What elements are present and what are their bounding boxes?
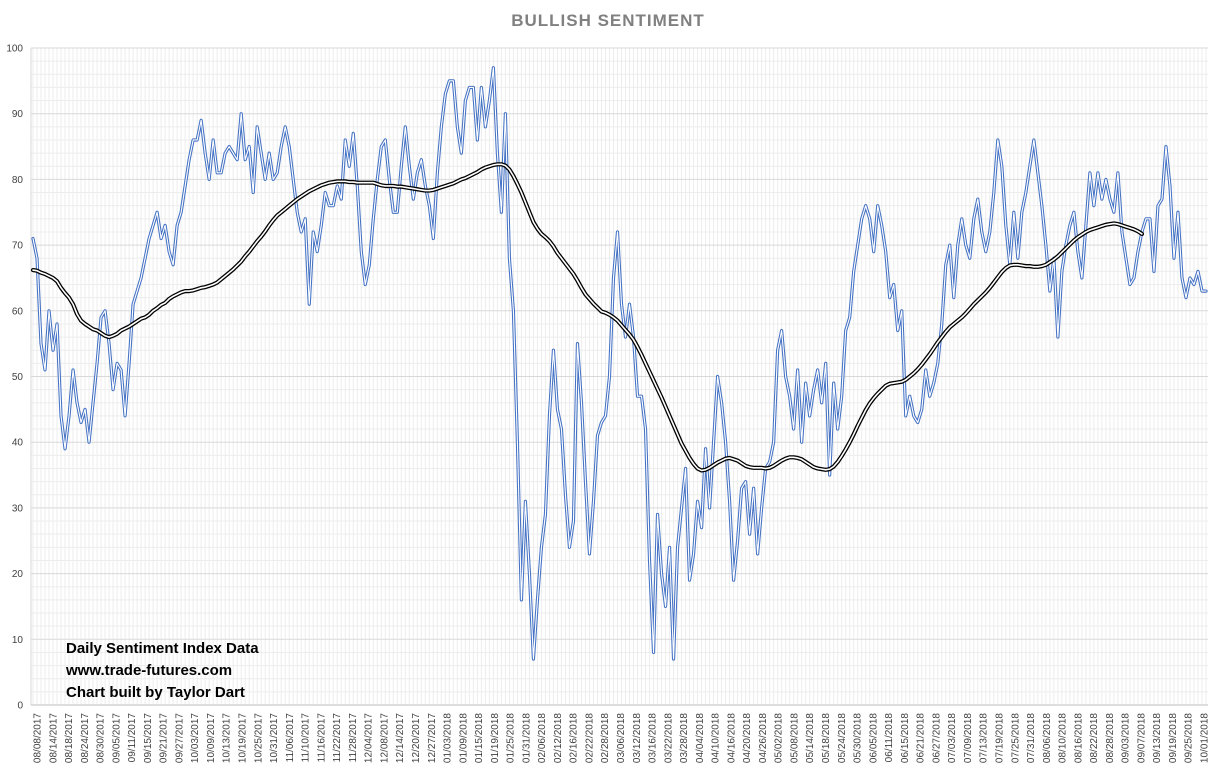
x-tick-label: 02/06/2018 [537,713,548,763]
x-tick-label: 03/12/2018 [632,713,643,763]
x-tick-label: 12/27/2017 [427,713,438,763]
x-tick-label: 07/09/2018 [963,713,974,763]
x-tick-label: 05/02/2018 [774,713,785,763]
x-tick-label: 06/15/2018 [900,713,911,763]
chart-annotations: Daily Sentiment Index Data www.trade-futu… [65,640,259,701]
x-tick-label: 01/19/2018 [490,713,501,763]
x-tick-label: 11/06/2017 [285,713,296,763]
annotation-line: Chart built by Taylor Dart [66,684,245,701]
x-tick-label: 04/16/2018 [726,713,737,763]
x-tick-label: 08/16/2018 [1073,713,1084,763]
x-tick-label: 07/25/2018 [1010,713,1021,763]
x-tick-label: 09/27/2017 [174,713,185,763]
x-tick-label: 04/10/2018 [711,713,722,763]
x-tick-label: 01/15/2018 [474,713,485,763]
x-tick-label: 06/27/2018 [931,713,942,763]
y-tick-label: 10 [12,635,24,646]
y-tick-label: 50 [12,372,24,383]
x-tick-label: 10/19/2017 [238,713,249,763]
x-tick-label: 04/20/2018 [742,713,753,763]
x-tick-label: 04/04/2018 [695,713,706,763]
series-line-1-core [32,67,1207,660]
x-tick-label: 01/09/2018 [458,713,469,763]
x-tick-label: 08/06/2018 [1042,713,1053,763]
y-tick-label: 40 [12,438,24,449]
series-lines [30,66,1208,661]
x-tick-label: 09/11/2017 [127,713,138,763]
x-tick-label: 07/13/2018 [979,713,990,763]
x-tick-label: 08/28/2018 [1105,713,1116,763]
x-tick-label: 09/13/2018 [1152,713,1163,763]
x-tick-label: 10/09/2017 [206,713,217,763]
x-tick-label: 10/25/2017 [253,713,264,763]
x-tick-label: 06/11/2018 [884,713,895,763]
y-tick-label: 60 [12,306,24,317]
x-tick-label: 09/07/2018 [1136,713,1147,763]
y-tick-label: 30 [12,503,24,514]
x-tick-label: 02/22/2018 [585,713,596,763]
x-tick-label: 08/22/2018 [1089,713,1100,763]
x-tick-label: 09/25/2018 [1184,713,1195,763]
x-tick-label: 10/01/2018 [1200,713,1211,763]
x-tick-label: 09/03/2018 [1121,713,1132,763]
x-tick-label: 02/28/2018 [600,713,611,763]
x-tick-label: 08/08/2017 [33,713,44,763]
y-axis-tick-labels: 0 10 20 30 40 50 60 70 80 90 100 [6,44,23,712]
y-tick-label: 70 [12,241,24,252]
y-tick-label: 20 [12,569,24,580]
x-tick-label: 12/08/2017 [379,713,390,763]
x-tick-label: 05/24/2018 [837,713,848,763]
x-tick-label: 05/08/2018 [790,713,801,763]
x-tick-label: 11/10/2017 [301,713,312,763]
x-tick-label: 12/14/2017 [395,713,406,763]
annotation-line: www.trade-futures.com [65,662,232,679]
x-tick-label: 08/14/2017 [48,713,59,763]
y-tick-label: 80 [12,175,24,186]
x-tick-label: 11/22/2017 [332,713,343,763]
x-tick-label: 08/30/2017 [96,713,107,763]
x-tick-label: 03/16/2018 [648,713,659,763]
x-tick-label: 06/21/2018 [916,713,927,763]
x-tick-label: 07/31/2018 [1026,713,1037,763]
x-tick-label: 09/05/2017 [111,713,122,763]
x-tick-label: 03/28/2018 [679,713,690,763]
x-tick-label: 07/03/2018 [947,713,958,763]
x-tick-label: 04/26/2018 [758,713,769,763]
chart-title: BULLISH SENTIMENT [511,11,705,30]
x-tick-label: 08/18/2017 [64,713,75,763]
x-tick-label: 05/14/2018 [805,713,816,763]
x-tick-label: 01/31/2018 [521,713,532,763]
x-tick-label: 10/13/2017 [222,713,233,763]
series-line-2-core [32,163,1143,472]
x-tick-label: 08/10/2018 [1058,713,1069,763]
x-tick-label: 01/03/2018 [443,713,454,763]
y-tick-label: 100 [6,44,23,55]
major-gridlines [30,47,1208,706]
x-tick-label: 09/21/2017 [159,713,170,763]
x-tick-label: 11/28/2017 [348,713,359,763]
x-tick-label: 06/05/2018 [868,713,879,763]
x-tick-label: 09/15/2017 [143,713,154,763]
x-axis-tick-labels: 08/08/2017 08/14/2017 08/18/2017 08/24/2017… [33,713,1211,763]
x-tick-label: 05/30/2018 [853,713,864,763]
y-tick-label: 0 [17,701,23,712]
x-tick-label: 01/25/2018 [506,713,517,763]
x-tick-label: 07/19/2018 [995,713,1006,763]
x-tick-label: 12/04/2017 [364,713,375,763]
x-tick-label: 09/19/2018 [1168,713,1179,763]
x-tick-label: 12/20/2017 [411,713,422,763]
x-tick-label: 08/24/2017 [80,713,91,763]
x-tick-label: 03/22/2018 [663,713,674,763]
x-tick-label: 11/16/2017 [316,713,327,763]
annotation-line: Daily Sentiment Index Data [66,640,259,657]
x-tick-label: 05/18/2018 [821,713,832,763]
x-tick-label: 10/31/2017 [269,713,280,763]
y-tick-label: 90 [12,109,24,120]
x-tick-label: 02/16/2018 [569,713,580,763]
x-tick-label: 03/06/2018 [616,713,627,763]
x-tick-label: 10/03/2017 [190,713,201,763]
x-tick-label: 02/12/2018 [553,713,564,763]
